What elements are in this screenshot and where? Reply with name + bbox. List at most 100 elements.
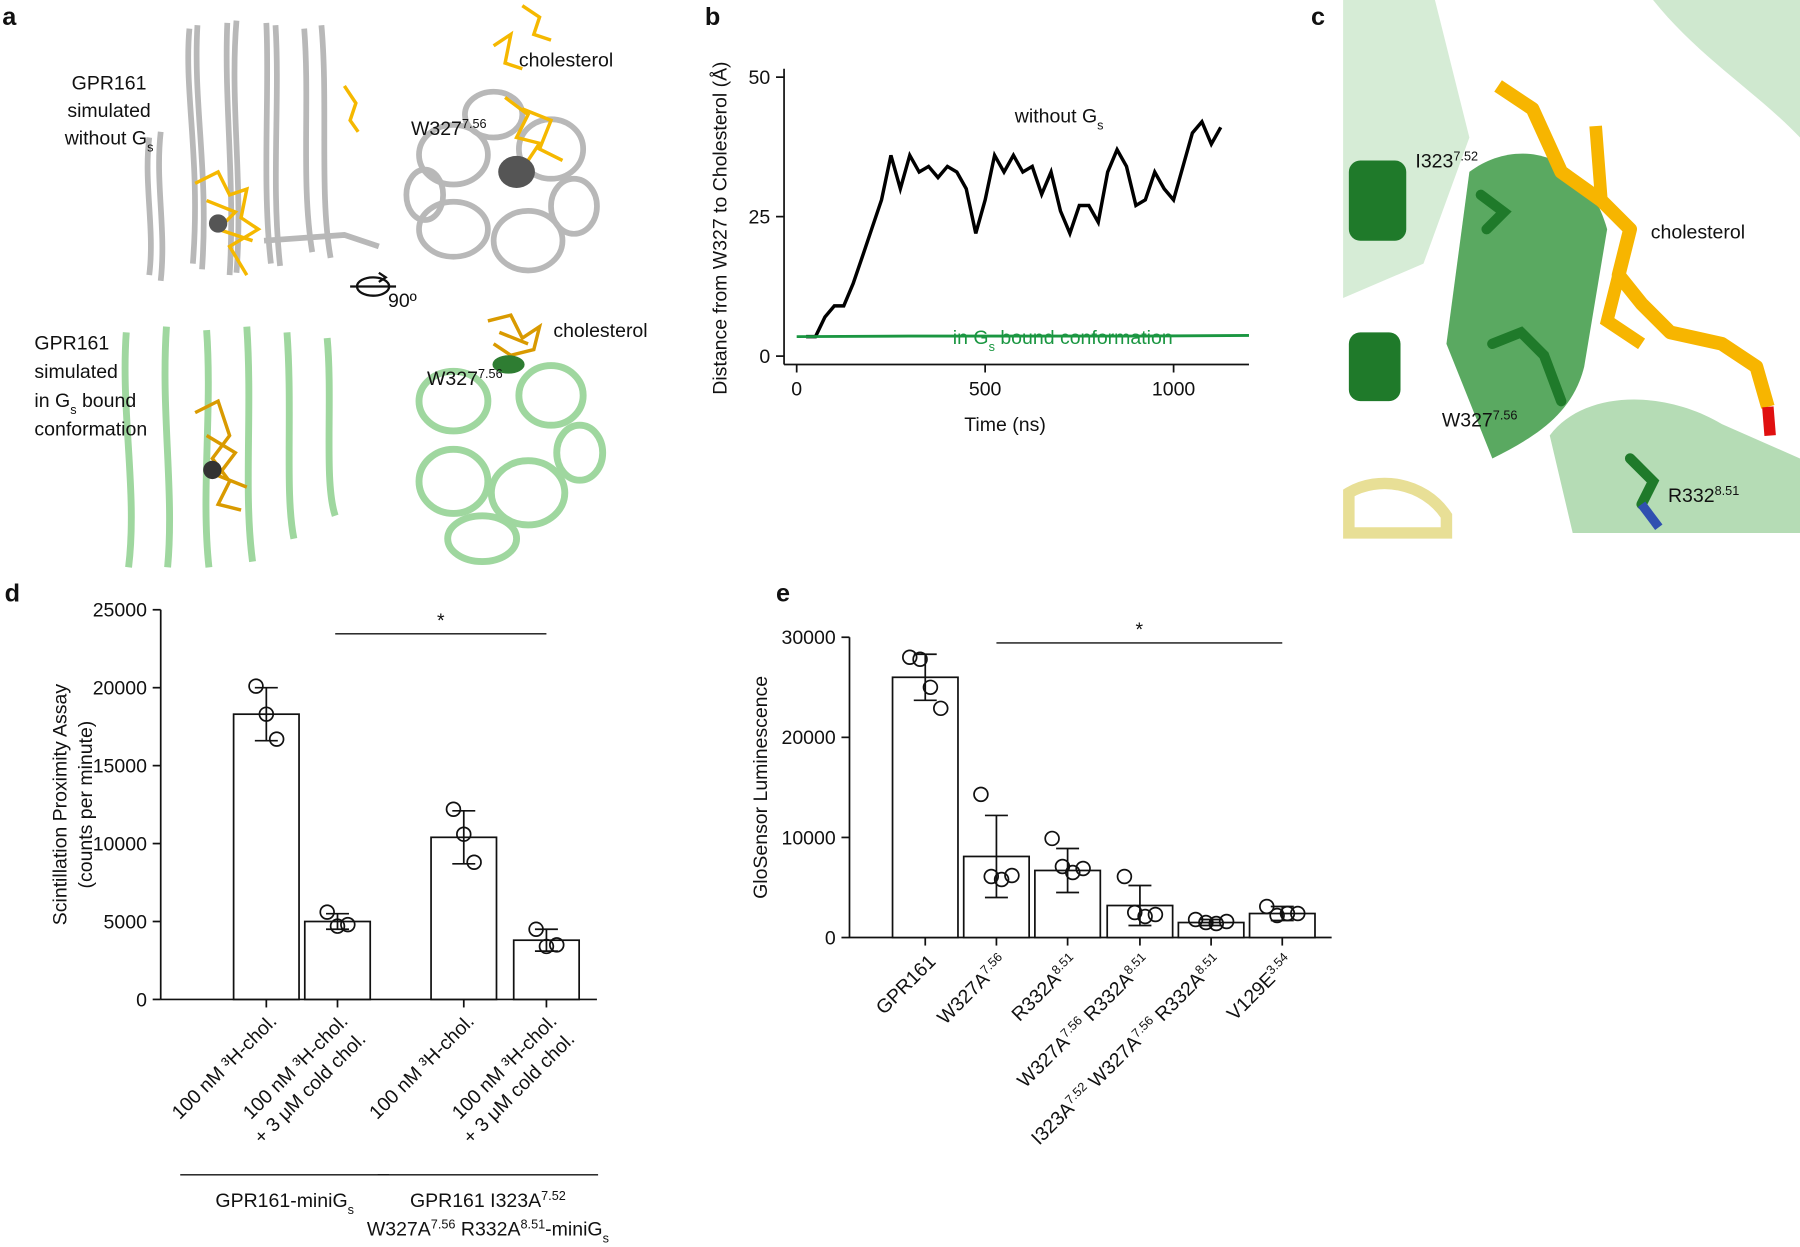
structure-top-right	[403, 88, 600, 274]
data-point	[1279, 905, 1296, 922]
text-span: W327A	[367, 1219, 431, 1241]
panel-letter: b	[705, 3, 720, 31]
text-span: 7.56	[478, 367, 503, 381]
y-tick-label: 20000	[781, 727, 835, 749]
text-span: I323	[1415, 150, 1453, 172]
text-span: W327	[1442, 409, 1493, 431]
bar	[891, 676, 959, 939]
text-span: s	[989, 340, 995, 354]
text-span: W327A	[1081, 1031, 1146, 1096]
data-point	[1137, 908, 1153, 925]
data-point	[456, 826, 472, 842]
annotation: 90º	[388, 290, 417, 312]
structure-label: conformation	[34, 419, 147, 441]
data-point	[983, 868, 1000, 885]
data-point	[1127, 904, 1143, 921]
data-point	[1198, 914, 1214, 931]
error-bar	[1128, 884, 1152, 927]
series-label: without Gs	[1014, 106, 1104, 133]
text-span: 8.51	[521, 1218, 546, 1232]
text-span: s	[348, 1203, 354, 1217]
error-bar	[452, 809, 476, 865]
x-tick-label: 500	[969, 378, 1002, 400]
data-point	[528, 921, 544, 938]
data-point	[902, 649, 918, 666]
data-point	[538, 938, 555, 955]
annotation: cholesterol	[553, 320, 647, 342]
text-span: without G	[64, 127, 147, 149]
text-span: s	[603, 1232, 609, 1246]
data-point	[1218, 913, 1235, 930]
y-axis-label: Scintillation Proximity Assay	[50, 684, 72, 926]
data-point	[922, 679, 939, 696]
error-bar	[326, 912, 349, 931]
data-point	[258, 706, 275, 722]
y-tick-label: 25	[749, 207, 771, 229]
structure-bottom-left	[121, 326, 339, 568]
x-tick-label-group: V129E3.54	[1222, 950, 1297, 1025]
y-tick-label: 30000	[781, 627, 835, 649]
text-span: GPR161-miniG	[215, 1190, 347, 1212]
x-tick-label-group: W327A7.56	[933, 950, 1005, 1029]
error-bar	[254, 686, 278, 742]
y-tick-label: 25000	[93, 600, 147, 622]
x-tick-label: 1000	[1152, 378, 1196, 400]
text-span: -miniG	[545, 1219, 602, 1241]
data-point	[466, 854, 482, 871]
data-point	[1290, 905, 1306, 922]
text-span: W327	[427, 368, 478, 390]
group-label: GPR161-miniGs	[215, 1190, 354, 1217]
text-span: s	[70, 403, 76, 417]
cholesterol-top-left	[194, 85, 360, 276]
data-point	[248, 678, 264, 694]
structure-label: GPR161	[34, 333, 109, 355]
data-point	[268, 731, 285, 747]
data-point	[329, 918, 346, 934]
text-span: 7.56	[431, 1218, 456, 1232]
x-tick-label: V129E3.54	[1222, 950, 1297, 1025]
data-point	[1208, 915, 1225, 932]
y-tick-label: 0	[759, 346, 770, 368]
series-line	[806, 118, 1223, 339]
y-tick-label: 15000	[93, 756, 147, 778]
text-span: s	[1097, 119, 1103, 133]
text-span: R332A	[455, 1219, 520, 1241]
panel-letter: c	[1311, 3, 1325, 31]
text-span: R332	[1668, 485, 1715, 507]
group-label: GPR161 I323A7.52	[410, 1189, 566, 1212]
data-point	[1116, 868, 1133, 885]
data-point	[1065, 864, 1081, 881]
data-point	[319, 904, 335, 920]
text-span: bound	[77, 390, 137, 412]
text-span: R332A	[1007, 968, 1065, 1026]
x-tick-label: W327A7.56 R332A8.51	[1013, 950, 1155, 1092]
bar	[303, 920, 372, 1001]
text-span: GPR161 I323A	[410, 1190, 541, 1212]
series-line	[796, 334, 1249, 339]
data-point	[1147, 906, 1164, 923]
data-point	[1004, 867, 1020, 884]
significance-label: *	[1136, 619, 1144, 641]
text-span: s	[147, 140, 153, 154]
x-tick-label: GPR161	[872, 951, 940, 1019]
data-point	[993, 871, 1010, 888]
annotation: cholesterol	[1651, 221, 1745, 243]
annotation: R3328.51	[1668, 484, 1739, 507]
structure-label: GPR161	[72, 72, 147, 94]
annotation: I3237.52	[1415, 149, 1478, 172]
text-span: without G	[1014, 106, 1097, 128]
text-span: in G	[34, 390, 70, 412]
series-label: in Gs bound conformation	[953, 327, 1173, 354]
bar	[232, 713, 300, 1001]
panel-letter: e	[776, 580, 790, 608]
x-tick-label: 0	[791, 378, 802, 400]
annotation: W3277.56	[1442, 408, 1518, 431]
text-span: 7.56	[1493, 408, 1518, 422]
y-tick-label: 0	[825, 927, 836, 949]
structure-bottom-right	[415, 362, 607, 566]
group-label: W327A7.56 R332A8.51-miniGs	[367, 1218, 609, 1246]
text-span: R332A	[1076, 968, 1138, 1029]
data-point	[340, 916, 356, 933]
data-point	[445, 801, 462, 818]
